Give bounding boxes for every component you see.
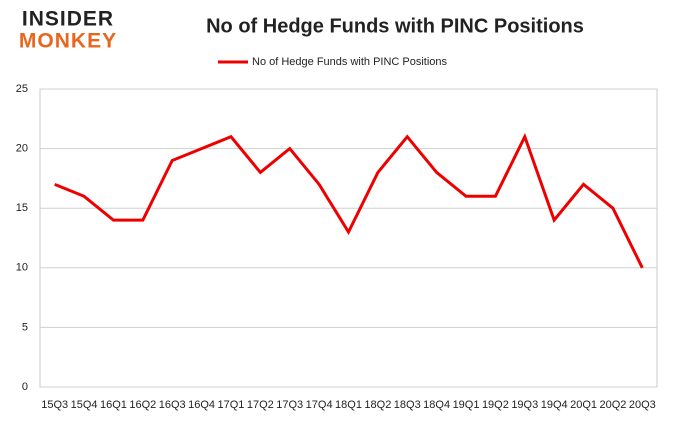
y-tick-label: 5	[22, 321, 28, 333]
y-tick-label: 15	[16, 202, 28, 214]
x-tick-label: 17Q2	[247, 399, 274, 411]
plot-frame	[39, 88, 658, 388]
y-tick-label: 20	[16, 143, 28, 155]
x-tick-label: 18Q3	[394, 399, 421, 411]
x-tick-label: 17Q1	[218, 399, 245, 411]
x-tick-label: 19Q3	[511, 399, 538, 411]
x-tick-label: 17Q4	[306, 399, 333, 411]
y-tick-label: 10	[16, 262, 28, 274]
x-tick-label: 18Q1	[335, 399, 362, 411]
x-tick-label: 15Q4	[71, 399, 98, 411]
chart-title: No of Hedge Funds with PINC Positions	[206, 15, 584, 37]
x-tick-label: 16Q1	[100, 399, 127, 411]
legend-label: No of Hedge Funds with PINC Positions	[252, 56, 448, 68]
logo-line1: INSIDER	[22, 8, 114, 31]
line-series	[54, 132, 644, 269]
x-tick-label: 17Q3	[276, 399, 303, 411]
x-tick-label: 16Q3	[159, 399, 186, 411]
x-tick-label: 20Q2	[599, 399, 626, 411]
x-tick-label: 16Q4	[188, 399, 215, 411]
x-tick-label: 18Q4	[423, 399, 450, 411]
x-tick-label: 18Q2	[364, 399, 391, 411]
logo-line2: MONKEY	[19, 30, 117, 53]
x-tick-label: 16Q2	[129, 399, 156, 411]
y-tick-label: 25	[16, 83, 28, 95]
x-tick-label: 15Q3	[41, 399, 68, 411]
y-tick-label: 0	[22, 381, 28, 393]
x-tick-label: 19Q1	[453, 399, 480, 411]
x-tick-label: 20Q3	[629, 399, 656, 411]
x-tick-label: 20Q1	[570, 399, 597, 411]
x-tick-label: 19Q2	[482, 399, 509, 411]
x-tick-label: 19Q4	[541, 399, 568, 411]
